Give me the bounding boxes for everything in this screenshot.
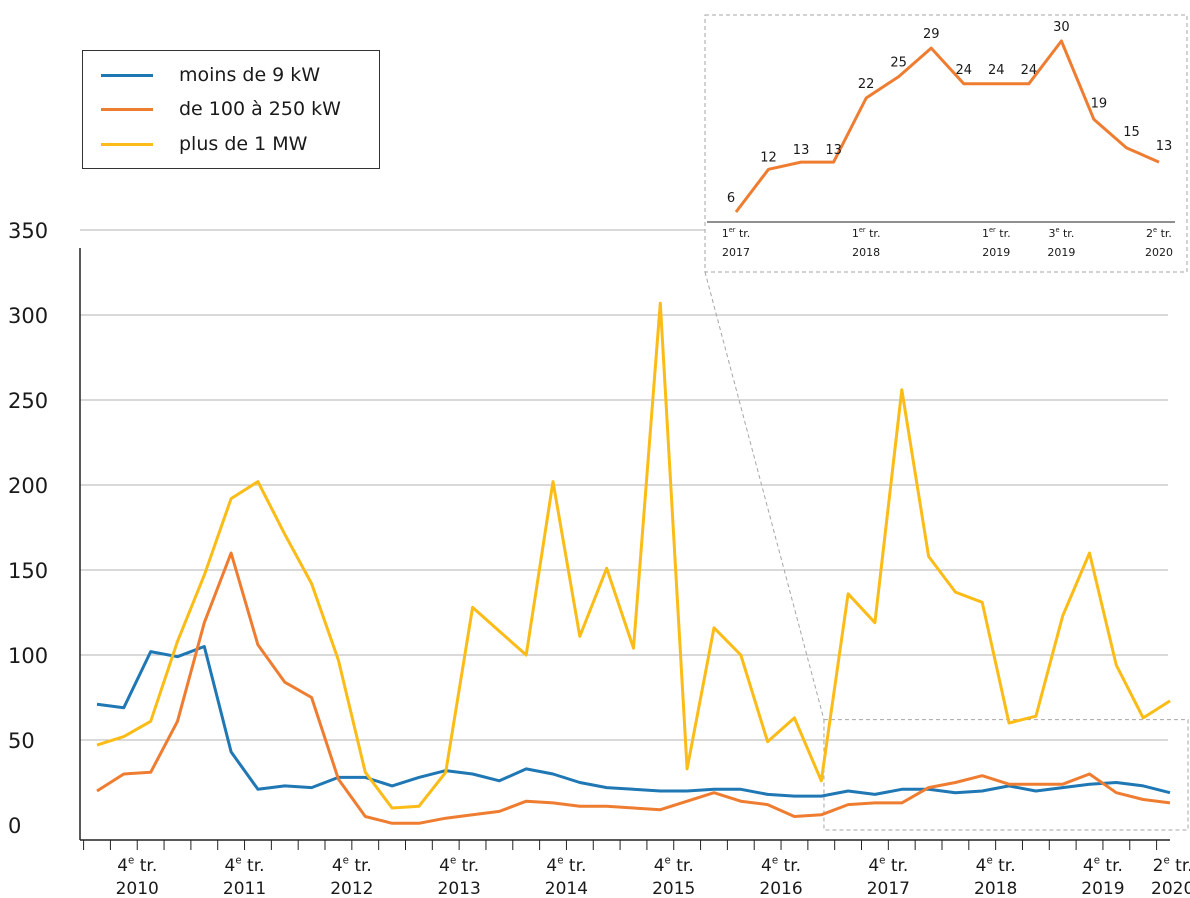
x-tick-label: 4e tr. — [117, 855, 157, 876]
series-line-1 — [96, 551, 1171, 825]
inset-data-label: 12 — [760, 150, 777, 165]
inset-x-tick-label: 1er tr. — [982, 226, 1011, 240]
y-tick-label: 50 — [8, 729, 35, 753]
x-tick-label-year: 2016 — [759, 879, 802, 898]
x-tick-label: 4e tr. — [1083, 855, 1123, 876]
legend-item-large: plus de 1 MW — [101, 129, 307, 159]
y-tick-label: 100 — [8, 644, 48, 668]
inset-data-label: 24 — [988, 63, 1005, 78]
inset-x-tick-label: 1er tr. — [722, 226, 751, 240]
inset-x-tick-label-year: 2017 — [722, 246, 750, 259]
x-tick-label-year: 2018 — [974, 879, 1017, 898]
legend-swatch-medium — [101, 107, 153, 111]
inset-data-label: 13 — [1156, 139, 1173, 154]
x-tick-label: 4e tr. — [546, 855, 586, 876]
inset-x-tick-label-year: 2019 — [982, 246, 1010, 259]
y-tick-label: 300 — [8, 304, 48, 328]
inset-x-tick-label-year: 2019 — [1047, 246, 1075, 259]
inset-x-tick-label: 1er tr. — [852, 226, 881, 240]
x-tick-label: 2e tr. — [1153, 855, 1190, 876]
zoom-connector — [704, 271, 825, 720]
x-tick-label: 4e tr. — [654, 855, 694, 876]
legend-label: moins de 9 kW — [179, 64, 321, 86]
x-tick-label-year: 2010 — [116, 879, 159, 898]
inset-frame — [704, 14, 1188, 273]
inset-data-label: 13 — [793, 143, 810, 158]
x-tick-label-year: 2017 — [867, 879, 910, 898]
inset-x-tick-label-year: 2020 — [1145, 246, 1173, 259]
inset-data-label: 15 — [1123, 125, 1140, 140]
y-tick-label: 0 — [8, 814, 21, 838]
x-tick-label-year: 2014 — [545, 879, 588, 898]
legend-item-medium: de 100 à 250 kW — [101, 94, 341, 124]
inset-data-label: 30 — [1053, 20, 1070, 35]
legend-swatch-small — [101, 73, 153, 77]
inset-data-label: 19 — [1091, 96, 1108, 111]
x-tick-label-year: 2020 — [1151, 879, 1190, 898]
x-tick-label-year: 2011 — [223, 879, 266, 898]
x-tick-label-year: 2015 — [652, 879, 695, 898]
x-tick-label: 4e tr. — [868, 855, 908, 876]
series-line-2 — [96, 301, 1171, 810]
y-tick-label: 150 — [8, 559, 48, 583]
inset-x-tick-label-year: 2018 — [852, 246, 880, 259]
inset-data-label: 24 — [1021, 63, 1038, 78]
series-line-0 — [96, 645, 1171, 798]
x-tick-label: 4e tr. — [439, 855, 479, 876]
inset-data-label: 25 — [890, 56, 907, 71]
inset-x-tick-label: 3e tr. — [1048, 226, 1074, 240]
inset-data-label: 24 — [955, 63, 972, 78]
x-tick-label-year: 2019 — [1081, 879, 1124, 898]
y-tick-label: 350 — [8, 219, 48, 243]
x-tick-label: 4e tr. — [761, 855, 801, 876]
inset-data-label: 29 — [923, 27, 940, 42]
legend: moins de 9 kW de 100 à 250 kW plus de 1 … — [82, 50, 380, 169]
inset-series-line — [734, 39, 1160, 213]
inset-data-label: 13 — [825, 143, 842, 158]
x-tick-label-year: 2012 — [330, 879, 373, 898]
y-tick-label: 200 — [8, 474, 48, 498]
legend-item-small: moins de 9 kW — [101, 60, 320, 90]
x-tick-label: 4e tr. — [225, 855, 265, 876]
y-tick-label: 250 — [8, 389, 48, 413]
legend-label: plus de 1 MW — [179, 133, 308, 155]
x-tick-label: 4e tr. — [976, 855, 1016, 876]
x-tick-label: 4e tr. — [332, 855, 372, 876]
inset-chart: 6 12 13 13 22 25 29 24 24 24 30 19 15 13 1er tr. 2017 1e… — [704, 14, 1188, 273]
legend-label: de 100 à 250 kW — [179, 98, 341, 120]
legend-swatch-large — [101, 142, 153, 146]
inset-data-label: 6 — [727, 191, 735, 206]
zoom-region-box — [823, 719, 1189, 831]
inset-x-tick-label: 2e tr. — [1146, 226, 1172, 240]
x-tick-label-year: 2013 — [438, 879, 481, 898]
inset-data-label: 22 — [858, 77, 875, 92]
